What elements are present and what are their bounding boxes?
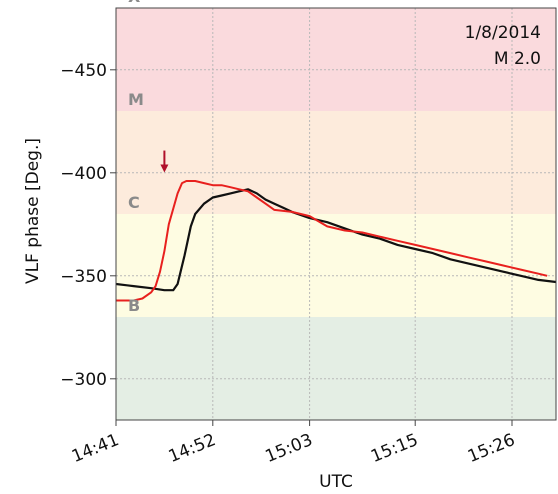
y-tick-label: −350 xyxy=(60,267,107,287)
x-tick-label: 15:03 xyxy=(263,430,316,467)
x-tick-label: 14:52 xyxy=(166,430,219,467)
series-lines xyxy=(115,180,557,302)
band-labels: X M C B xyxy=(128,0,144,315)
x-tick-label: 15:15 xyxy=(368,430,421,467)
band-label-x: X xyxy=(128,0,141,6)
flare-annotation: M 2.0 xyxy=(494,49,541,69)
series-line-black xyxy=(115,188,557,292)
y-tick-label: −450 xyxy=(60,61,107,81)
band-label-m: M xyxy=(128,90,144,109)
band-x xyxy=(116,8,556,111)
band-m xyxy=(116,111,556,214)
flare-onset-marker xyxy=(160,150,169,173)
y-tick-label: −400 xyxy=(60,164,107,184)
x-axis-ticks: 14:41 14:52 15:03 15:15 15:26 xyxy=(69,420,518,467)
y-axis-ticks: −450 −400 −350 −300 xyxy=(60,61,116,390)
marker-arrow-head xyxy=(160,164,169,173)
band-label-b: B xyxy=(128,296,140,315)
x-axis-title: UTC xyxy=(319,472,353,492)
flare-class-bands xyxy=(116,8,556,420)
x-tick-label: 14:41 xyxy=(69,430,122,467)
x-tick-label: 15:26 xyxy=(465,430,518,467)
plot-frame xyxy=(115,7,557,421)
series-line-red xyxy=(116,180,548,302)
date-annotation: 1/8/2014 xyxy=(465,23,541,43)
band-b xyxy=(116,317,556,420)
y-tick-label: −300 xyxy=(60,370,107,390)
band-label-c: C xyxy=(128,193,140,212)
y-axis-title: VLF phase [Deg.] xyxy=(23,138,43,284)
